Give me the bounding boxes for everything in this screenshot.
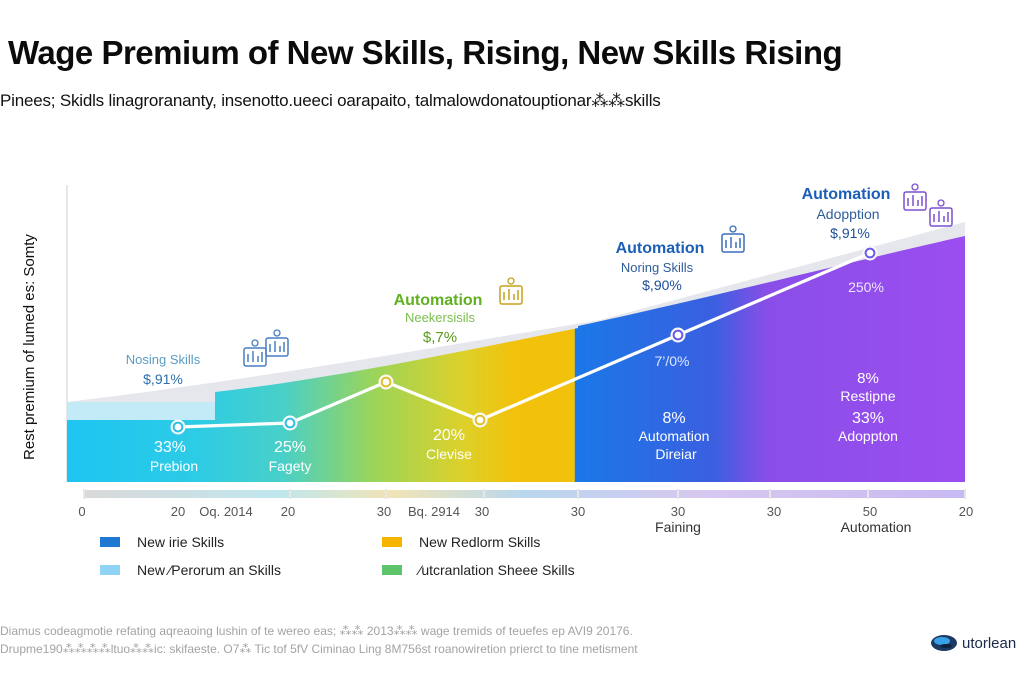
annotation-5-inner-pct3: 33%	[852, 410, 884, 427]
legend-item-2: New ⁄Perorum an Skills	[100, 562, 281, 578]
x-category-label-0: Faining	[655, 519, 701, 535]
legend-swatch	[382, 537, 402, 547]
legend-swatch	[100, 537, 120, 547]
annotation-1-label: Nosing Skills	[126, 352, 201, 367]
legend-item-1: New Redlorm Skills	[382, 534, 540, 550]
annotation-3-inner-pct: 20%	[433, 427, 465, 444]
brand-logo-icon	[931, 635, 957, 651]
building-chart-icon	[499, 277, 523, 305]
annotation-5-head: Automation	[802, 186, 891, 203]
data-point-ring-4	[672, 329, 684, 341]
robot-head-icon	[903, 183, 927, 211]
legend-label: New ⁄Perorum an Skills	[137, 562, 281, 578]
area-band-cap	[67, 402, 215, 420]
x-axis-strip	[84, 490, 965, 498]
annotation-5-inner-label3: Adoppton	[838, 428, 898, 444]
robot-arm-icon	[929, 199, 953, 227]
data-point-ring-0	[172, 421, 184, 433]
skills-chart-icon	[265, 329, 289, 357]
legend-label: ⁄utcranlation Sheee Skills	[419, 562, 575, 578]
annotation-5-label: Adopption	[816, 206, 879, 222]
annotation-5-inner-label2: Restipne	[840, 388, 895, 404]
plot-area: 0 20 Oq. 2014 20 30 Bq. 2914 30 30 30 30 50 20 Faini…	[66, 183, 973, 535]
chart-svg: 0 20 Oq. 2014 20 30 Bq. 2914 30 30 30 30 50 20 Faini…	[21, 183, 973, 535]
annotation-4-head: Automation	[616, 240, 705, 257]
x-tick-label-6: 30	[475, 504, 489, 519]
annotation-5-inner-pct: 250%	[848, 279, 884, 295]
annotation-5-value: $,91%	[830, 225, 870, 241]
legend: New irie Skills New Redlorm Skills New ⁄Pe…	[100, 534, 720, 586]
x-tick-label-7: 30	[571, 504, 585, 519]
data-point-ring-3	[474, 414, 486, 426]
x-tick-label-4: 30	[377, 504, 391, 519]
x-tick-label-1: 20	[171, 504, 185, 519]
annotation-1-inner-pct: 33%	[154, 439, 186, 456]
x-tick-label-3: 20	[281, 504, 295, 519]
annotation-4-inner-label3: Direiar	[655, 446, 697, 462]
annotation-2-inner-label: Fagety	[269, 458, 312, 474]
footer-note: Diamus codeagmotie refating aqreaoing lu…	[0, 622, 720, 658]
series-line	[177, 251, 871, 429]
footer-line-1: Diamus codeagmotie refating aqreaoing lu…	[0, 624, 633, 638]
annotation-1-inner-label: Prebion	[150, 458, 198, 474]
annotation-4-value: $,90%	[642, 277, 682, 293]
area-band	[67, 236, 965, 482]
annotation-3-value: $,7%	[423, 329, 457, 346]
legend-swatch	[382, 565, 402, 575]
chart-title: Wage Premium of New Skills, Rising, New …	[8, 34, 843, 71]
legend-item-3: ⁄utcranlation Sheee Skills	[382, 562, 575, 578]
x-tick-label-10: 50	[863, 504, 877, 519]
x-tick-label-5: Bq. 2914	[408, 504, 460, 519]
x-tick-label-2: Oq. 2014	[199, 504, 253, 519]
annotation-2-inner-pct: 25%	[274, 439, 306, 456]
data-point-ring-2	[380, 376, 392, 388]
x-tick-label-8: 30	[671, 504, 685, 519]
bar-chart-icon	[243, 339, 267, 367]
data-point-ring-5	[864, 247, 876, 259]
legend-swatch	[100, 565, 120, 575]
chart-subtitle: Pinees; Skidls linagrorananty, insenotto…	[0, 91, 661, 110]
footer-line-2: Drupme190⁂⁂⁂⁂ltuo⁂⁂ic: skifaeste. O7⁂ Ti…	[0, 642, 638, 656]
brand: utorlean	[930, 632, 1016, 654]
legend-item-0: New irie Skills	[100, 534, 224, 550]
annotation-3-inner-label: Clevise	[426, 446, 472, 462]
x-tick-label-11: 20	[959, 504, 973, 519]
x-tick-label-9: 30	[767, 504, 781, 519]
annotation-4-inner-pct2: 8%	[662, 410, 685, 427]
annotation-4-label: Noring Skills	[621, 260, 694, 275]
data-point-ring-1	[284, 417, 296, 429]
annotation-4-inner-pct: 7’/0%	[654, 353, 689, 369]
annotation-4-inner-label2: Automation	[639, 428, 710, 444]
legend-label: New irie Skills	[137, 534, 225, 550]
y-axis-label: Rest premium of lumed es: Somty	[21, 234, 38, 460]
annotation-3-label: Neekersisils	[405, 310, 476, 325]
annotation-5-inner-pct2: 8%	[857, 370, 879, 387]
x-tick-label-0: 0	[78, 504, 85, 519]
robot-gear-icon	[721, 225, 745, 253]
annotation-3-head: Automation	[394, 292, 483, 309]
x-category-label-1: Automation	[841, 519, 912, 535]
brand-name: utorlean	[962, 634, 1017, 652]
legend-label: New Redlorm Skills	[419, 534, 541, 550]
annotation-1-value: $,91%	[143, 371, 183, 387]
